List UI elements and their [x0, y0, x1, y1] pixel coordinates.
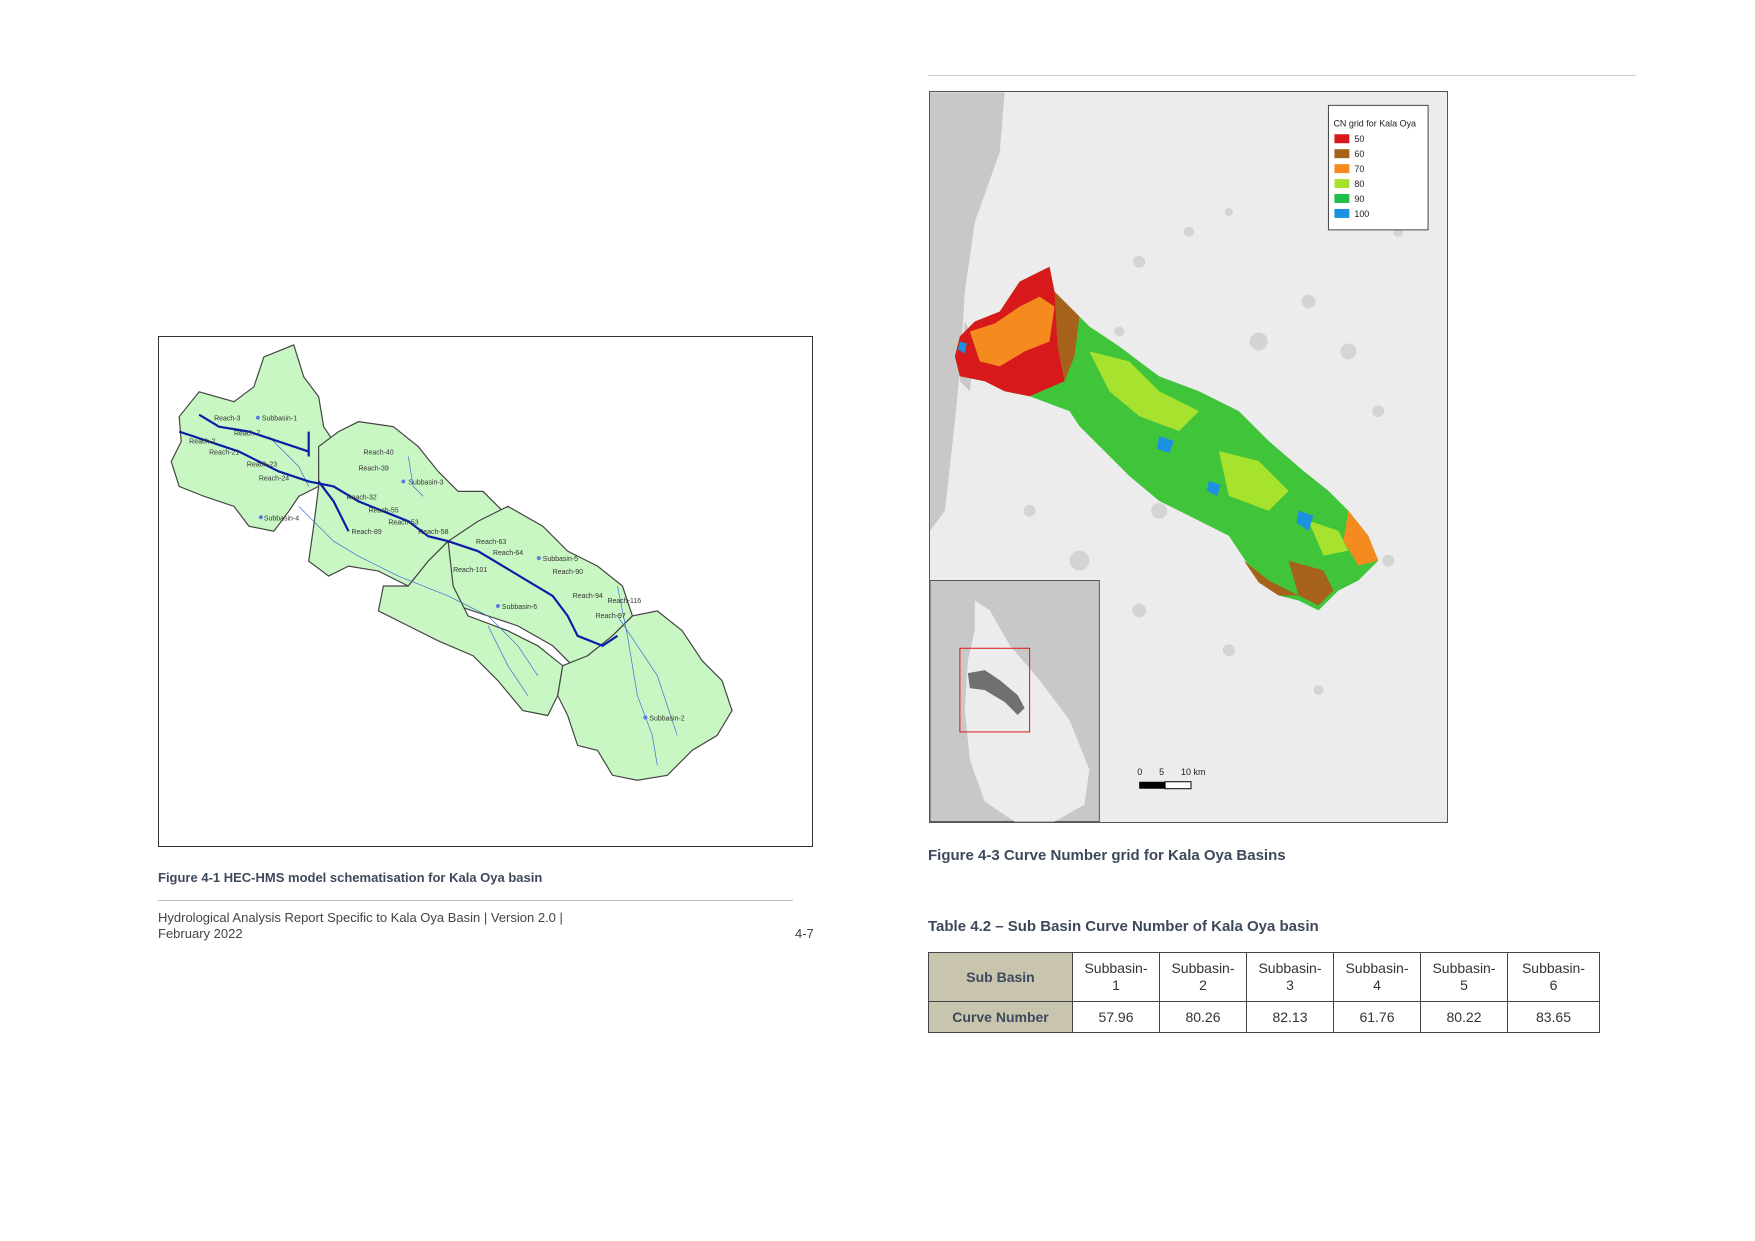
- basin-schematic-map: Reach-3 Subbasin-1 Reach-7 Reach-2 Reach…: [170, 344, 733, 781]
- table-header-row: Sub Basin Subbasin- 1 Subbasin- 2 Subbasin…: [928, 952, 1600, 1002]
- svg-text:Subbasin-1: Subbasin-1: [262, 416, 297, 423]
- curve-number-header: Curve Number: [928, 1001, 1073, 1033]
- svg-text:Reach-3: Reach-3: [214, 416, 240, 423]
- legend-label-90: 90: [1354, 194, 1364, 204]
- sub-basin-header: Sub Basin: [928, 952, 1073, 1002]
- legend-label-50: 50: [1354, 134, 1364, 144]
- svg-text:Reach-24: Reach-24: [259, 475, 289, 482]
- cn-value-5: 80.22: [1420, 1001, 1508, 1033]
- reach-labels: Reach-3 Subbasin-1 Reach-7 Reach-2 Reach…: [189, 416, 685, 723]
- svg-text:Subbasin-2: Subbasin-2: [649, 715, 684, 722]
- figure-4-3-caption: Figure 4-3 Curve Number grid for Kala Oy…: [928, 847, 1286, 864]
- svg-text:Reach-116: Reach-116: [608, 598, 642, 605]
- svg-text:Subbasin-3: Subbasin-3: [408, 479, 443, 486]
- subbasin-polygon-2: [557, 610, 733, 781]
- subbasin-node-icons: [255, 415, 648, 720]
- inset-basin-shape: [967, 670, 1025, 716]
- hec-hms-schematic-figure: Reach-3 Subbasin-1 Reach-7 Reach-2 Reach…: [158, 336, 813, 847]
- sri-lanka-inset-map: [930, 580, 1100, 822]
- svg-text:Subbasin-6: Subbasin-6: [502, 604, 537, 611]
- svg-text:Reach-101: Reach-101: [453, 567, 487, 574]
- subbasin-polygon-6: [377, 539, 564, 717]
- legend-label-80: 80: [1354, 179, 1364, 189]
- svg-text:Subbasin-4: Subbasin-4: [264, 515, 299, 522]
- subbasin-4-header: Subbasin- 4: [1333, 952, 1421, 1002]
- legend-label-100: 100: [1354, 209, 1369, 219]
- legend-swatch-60: [1334, 149, 1350, 159]
- svg-text:Reach-63: Reach-63: [476, 539, 506, 546]
- footer-page-number: 4-7: [795, 926, 814, 941]
- table-4-2-caption: Table 4.2 – Sub Basin Curve Number of Ka…: [928, 918, 1319, 935]
- basin-cn-patches: [957, 341, 1379, 606]
- subbasin-6-header: Subbasin- 6: [1507, 952, 1600, 1002]
- svg-text:Reach-40: Reach-40: [363, 450, 393, 457]
- svg-text:Reach-55: Reach-55: [368, 507, 398, 514]
- svg-text:Reach-2: Reach-2: [189, 439, 215, 446]
- table-value-row: Curve Number 57.96 80.26 82.13 61.76 80.…: [928, 1001, 1600, 1033]
- svg-text:Reach-97: Reach-97: [596, 613, 626, 620]
- svg-text:Reach-7: Reach-7: [234, 431, 260, 438]
- footer-report-title: Hydrological Analysis Report Specific to…: [158, 910, 563, 941]
- subbasin-3-header: Subbasin- 3: [1246, 952, 1334, 1002]
- svg-text:Reach-53: Reach-53: [388, 519, 418, 526]
- svg-text:Reach-94: Reach-94: [573, 593, 603, 600]
- cn-value-6: 83.65: [1507, 1001, 1600, 1033]
- main-river-lines: [178, 413, 619, 648]
- legend-swatch-50: [1334, 134, 1350, 144]
- inset-extent-box: [959, 647, 1031, 733]
- svg-text:0: 0: [1137, 767, 1142, 777]
- svg-text:Subbasin-5: Subbasin-5: [543, 556, 578, 563]
- svg-text:Reach-89: Reach-89: [352, 529, 382, 536]
- svg-text:Reach-39: Reach-39: [358, 465, 388, 472]
- basin-cn-brown-zone: [1054, 291, 1080, 382]
- legend-swatch-90: [1334, 194, 1350, 203]
- legend-label-70: 70: [1354, 164, 1364, 174]
- header-divider: [928, 75, 1636, 76]
- footer-divider: [158, 900, 793, 901]
- svg-text:Reach-23: Reach-23: [247, 461, 277, 468]
- svg-text:5: 5: [1159, 767, 1164, 777]
- cn-value-1: 57.96: [1072, 1001, 1160, 1033]
- subbasin-2-header: Subbasin- 2: [1159, 952, 1247, 1002]
- svg-text:Reach-58: Reach-58: [418, 529, 448, 536]
- svg-text:Reach-21: Reach-21: [209, 450, 239, 457]
- legend-label-60: 60: [1354, 149, 1364, 159]
- legend-title: CN grid for Kala Oya: [1333, 118, 1416, 128]
- cn-value-4: 61.76: [1333, 1001, 1421, 1033]
- curve-number-grid-figure: CN grid for Kala Oya 50 60 70 80 90 100 0 5 1…: [929, 91, 1448, 823]
- cn-legend: CN grid for Kala Oya 50 60 70 80 90 100: [1327, 104, 1429, 231]
- cn-value-2: 80.26: [1159, 1001, 1247, 1033]
- legend-swatch-80: [1334, 179, 1350, 189]
- figure-4-1-caption: Figure 4-1 HEC-HMS model schematisation …: [158, 870, 543, 885]
- subbasin-1-header: Subbasin- 1: [1072, 952, 1160, 1002]
- svg-text:10 km: 10 km: [1181, 767, 1205, 777]
- sri-lanka-island-shape: [964, 600, 1090, 822]
- subbasin-5-header: Subbasin- 5: [1420, 952, 1508, 1002]
- svg-text:Reach-32: Reach-32: [347, 494, 377, 501]
- cn-value-3: 82.13: [1246, 1001, 1334, 1033]
- basin-cn-mid-zone: [969, 296, 1055, 367]
- svg-text:Reach-64: Reach-64: [493, 550, 523, 557]
- curve-number-table: Sub Basin Subbasin- 1 Subbasin- 2 Subbasin…: [928, 952, 1600, 1033]
- scale-bar: 0 5 10 km: [1137, 767, 1205, 790]
- legend-swatch-100: [1334, 208, 1350, 218]
- sea-area: [930, 92, 1005, 531]
- legend-swatch-70: [1334, 164, 1350, 174]
- svg-text:Reach-90: Reach-90: [553, 569, 583, 576]
